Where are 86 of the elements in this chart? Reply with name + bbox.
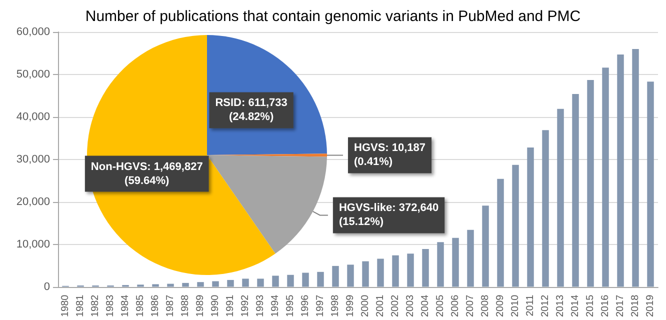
x-tick-label: 2010 xyxy=(510,294,521,318)
bar xyxy=(422,248,429,287)
x-tick-label: 2013 xyxy=(555,294,566,318)
bar xyxy=(287,274,294,287)
bar xyxy=(437,242,444,287)
x-tick-label: 2018 xyxy=(630,294,641,318)
bar xyxy=(467,230,474,287)
bar xyxy=(632,48,639,287)
y-tick-label: 0 xyxy=(44,280,50,293)
x-tick-label: 1991 xyxy=(225,294,236,318)
bar xyxy=(347,264,354,287)
bar xyxy=(182,282,189,287)
chart-title: Number of publications that contain genomic variants in PubMed and PMC xyxy=(85,8,581,25)
y-tick-label: 50,000 xyxy=(16,68,50,80)
x-tick-label: 2017 xyxy=(615,294,626,318)
x-tick-label: 1989 xyxy=(195,294,206,318)
bar xyxy=(452,238,459,287)
y-tick-label: 40,000 xyxy=(16,110,50,123)
x-tick-label: 1999 xyxy=(345,294,356,318)
bar xyxy=(647,82,654,287)
x-tick-label: 2015 xyxy=(585,294,596,318)
x-tick-label: 1996 xyxy=(300,294,311,318)
bar xyxy=(362,261,369,287)
x-tick-label: 1985 xyxy=(135,294,146,318)
bar xyxy=(407,254,414,287)
bar xyxy=(152,284,159,287)
y-tick-label: 10,000 xyxy=(16,238,50,250)
x-tick-label: 2002 xyxy=(390,294,401,318)
x-tick-label: 1995 xyxy=(285,294,296,318)
bar xyxy=(377,258,384,287)
y-tick-label: 30,000 xyxy=(16,153,50,166)
bar xyxy=(542,130,549,287)
x-tick-label: 2001 xyxy=(375,294,386,318)
x-tick-label: 2007 xyxy=(465,294,476,318)
x-tick-label: 2016 xyxy=(600,294,611,318)
x-tick-label: 1982 xyxy=(90,294,101,318)
x-tick-label: 1987 xyxy=(165,294,176,318)
x-tick-label: 2000 xyxy=(360,294,371,318)
x-tick-label: 2003 xyxy=(405,294,416,318)
x-tick-label: 1993 xyxy=(255,294,266,318)
x-tick-label: 2008 xyxy=(480,294,491,318)
bar xyxy=(602,68,609,287)
slice-label: HGVS: 10,187 (0.41%) xyxy=(354,142,426,168)
bar xyxy=(482,206,489,287)
slice-label: HGVS-like: 372,640 (15.12%) xyxy=(338,202,439,228)
bar xyxy=(512,164,519,287)
bar xyxy=(257,278,264,287)
bar xyxy=(497,178,504,287)
bar xyxy=(557,108,564,287)
x-tick-label: 2012 xyxy=(540,294,551,318)
x-tick-label: 1988 xyxy=(180,294,191,318)
slice-label: Non-HGVS: 1,469,827 (59.64%) xyxy=(90,160,203,187)
x-tick-label: 2009 xyxy=(495,294,506,318)
x-tick-label: 2005 xyxy=(435,294,446,318)
bar xyxy=(212,281,219,287)
x-tick-label: 1994 xyxy=(270,294,281,318)
bar xyxy=(317,272,324,287)
x-tick-label: 2014 xyxy=(570,294,581,318)
x-tick-label: 1992 xyxy=(240,294,251,318)
bar xyxy=(332,266,339,287)
x-tick-label: 1986 xyxy=(150,294,161,318)
bar xyxy=(197,282,204,287)
y-tick-label: 60,000 xyxy=(16,26,50,38)
bar xyxy=(272,276,279,287)
bar xyxy=(527,147,534,287)
x-tick-label: 1997 xyxy=(315,294,326,318)
bar xyxy=(392,255,399,287)
bar xyxy=(227,280,234,287)
bar xyxy=(572,94,579,287)
bar xyxy=(617,54,624,287)
bar xyxy=(242,278,249,287)
x-tick-label: 2006 xyxy=(450,294,461,318)
bar xyxy=(302,272,309,287)
bar xyxy=(167,284,174,287)
x-tick-label: 1998 xyxy=(330,294,341,318)
x-tick-label: 1981 xyxy=(75,294,86,318)
x-tick-label: 1983 xyxy=(105,294,116,318)
x-tick-label: 2004 xyxy=(420,294,431,318)
x-tick-label: 2019 xyxy=(645,294,656,318)
bar xyxy=(587,80,594,287)
x-tick-label: 1984 xyxy=(120,294,131,318)
slice-label: RSID: 611,733 (24.82%) xyxy=(215,97,288,124)
y-tick-label: 20,000 xyxy=(16,196,50,208)
x-tick-label: 2011 xyxy=(525,294,536,316)
x-tick-label: 1990 xyxy=(210,294,221,318)
x-tick-label: 1980 xyxy=(60,294,71,318)
